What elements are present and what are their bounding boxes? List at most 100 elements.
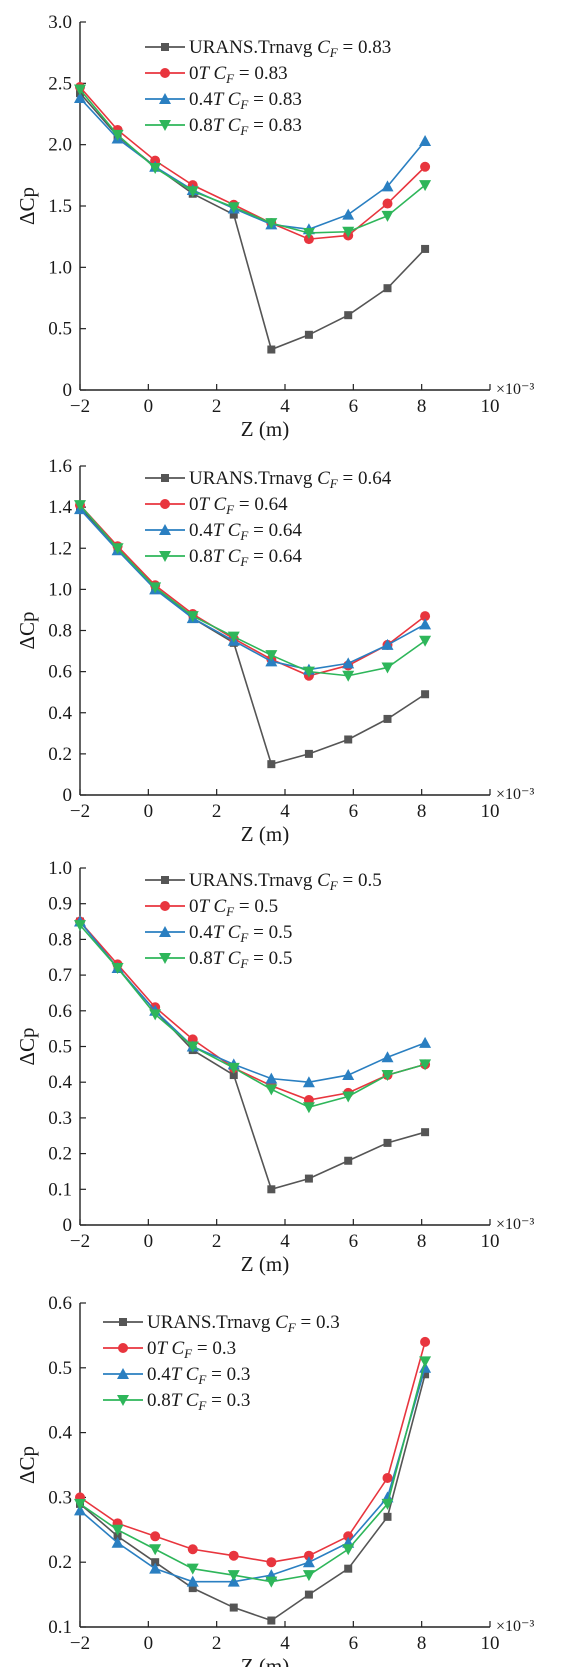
y-tick-label: 0.2 [48,1552,72,1573]
data-point [113,1532,122,1541]
legend-entry: URANS.Trnavg CF = 0.3 [103,1312,340,1335]
legend-label: 0.4T CF = 0.83 [189,89,302,112]
y-axis-title: ΔCp [15,1446,39,1484]
x-tick-label: 10 [481,801,500,822]
data-point [188,1584,197,1593]
x-tick-label: 6 [349,396,359,417]
data-point [383,714,392,723]
legend-label: URANS.Trnavg CF = 0.5 [189,870,382,893]
legend-entry: 0.4T CF = 0.83 [145,89,302,112]
data-point [74,92,86,104]
y-tick-label: 2.0 [48,135,72,156]
y-tick-label: 0.5 [48,319,72,340]
data-point [151,1558,160,1567]
series-line [79,1361,426,1583]
x-tick-label: 4 [280,1231,290,1252]
x-tick-label: 8 [417,1633,427,1654]
data-point [150,1531,161,1542]
series-0t [75,1336,431,1568]
data-point [302,227,315,239]
data-point [111,129,124,141]
chart-panel-2: −2 0 2 4 6 8 1000.20.40.60.81.01.21.41.6×10⁻³Z… [15,456,534,846]
x-tick-label: −2 [70,396,90,417]
data-point [342,670,355,682]
legend-marker [160,68,170,78]
data-point [419,618,432,630]
data-point [342,208,355,220]
y-tick-label: 1.0 [48,579,72,600]
x-tick-label: 2 [212,801,222,822]
legend-label: URANS.Trnavg CF = 0.83 [189,37,391,60]
data-point [421,1128,430,1137]
data-point [342,657,355,669]
legend-label: 0T CF = 0.64 [189,494,288,517]
data-point [265,1576,278,1588]
y-tick-label: 0.6 [48,1293,72,1314]
data-point [267,345,276,354]
data-point [111,1536,124,1548]
y-tick-label: 0.2 [48,1144,72,1165]
series-line [79,97,426,231]
y-tick-label: 0.4 [48,703,72,724]
legend-label: URANS.Trnavg CF = 0.64 [189,468,392,491]
x-axis-title: Z (m) [241,417,289,441]
data-point [267,1616,276,1625]
data-point [304,749,313,758]
data-point [420,611,431,622]
data-point [381,1498,394,1510]
data-point [421,244,430,253]
legend-marker [161,876,169,884]
x-tick-label: 2 [212,1231,222,1252]
y-tick-label: 0.7 [48,965,72,986]
y-tick-label: 0.5 [48,1037,72,1058]
data-point [74,84,86,96]
data-point [383,284,392,293]
data-point [228,1550,239,1561]
y-axis-title: ΔCp [15,611,39,649]
legend-label: 0T CF = 0.3 [147,1338,236,1361]
legend-marker [159,926,171,937]
data-point [381,638,394,650]
data-point [302,1556,315,1568]
data-point [227,1570,240,1582]
legend-entry: 0T CF = 0.3 [103,1338,236,1361]
data-point [419,180,432,192]
y-tick-label: 0.5 [48,1358,72,1379]
series-urans-trnavg [76,503,430,769]
series-line [79,921,426,1084]
x-tick-label: 0 [144,801,154,822]
data-point [74,1498,86,1510]
data-point [302,1076,315,1088]
data-point [186,1575,199,1587]
y-tick-label: 1.4 [48,497,72,518]
series-line [79,504,426,677]
legend-marker [159,524,171,535]
legend-entry: 0.8T CF = 0.64 [145,546,302,569]
x-multiplier: ×10⁻³ [496,786,534,803]
legend-entry: 0.8T CF = 0.5 [145,948,292,971]
data-point [381,662,394,674]
data-point [229,210,238,219]
y-tick-label: 0.2 [48,744,72,765]
series-line [79,504,426,677]
data-point [421,1370,430,1379]
legend-label: 0.8T CF = 0.5 [189,948,292,971]
y-tick-label: 0.9 [48,894,72,915]
data-point [419,1036,432,1048]
data-point [111,1524,124,1536]
x-axis-title: Z (m) [241,822,289,846]
x-axis-title: Z (m) [241,1654,289,1667]
data-point [344,1156,353,1165]
chart-panel-3: −2 0 2 4 6 8 1000.10.20.30.40.50.60.70.80.91.0… [15,858,534,1276]
x-tick-label: 4 [280,801,290,822]
data-point [149,1562,162,1574]
data-point [186,186,199,198]
data-point [382,198,393,209]
data-point [344,1564,353,1573]
legend-marker [159,551,171,562]
legend-marker [118,1343,128,1353]
data-point [383,1512,392,1521]
series-0-8t [74,920,432,1114]
legend-marker [161,474,169,482]
